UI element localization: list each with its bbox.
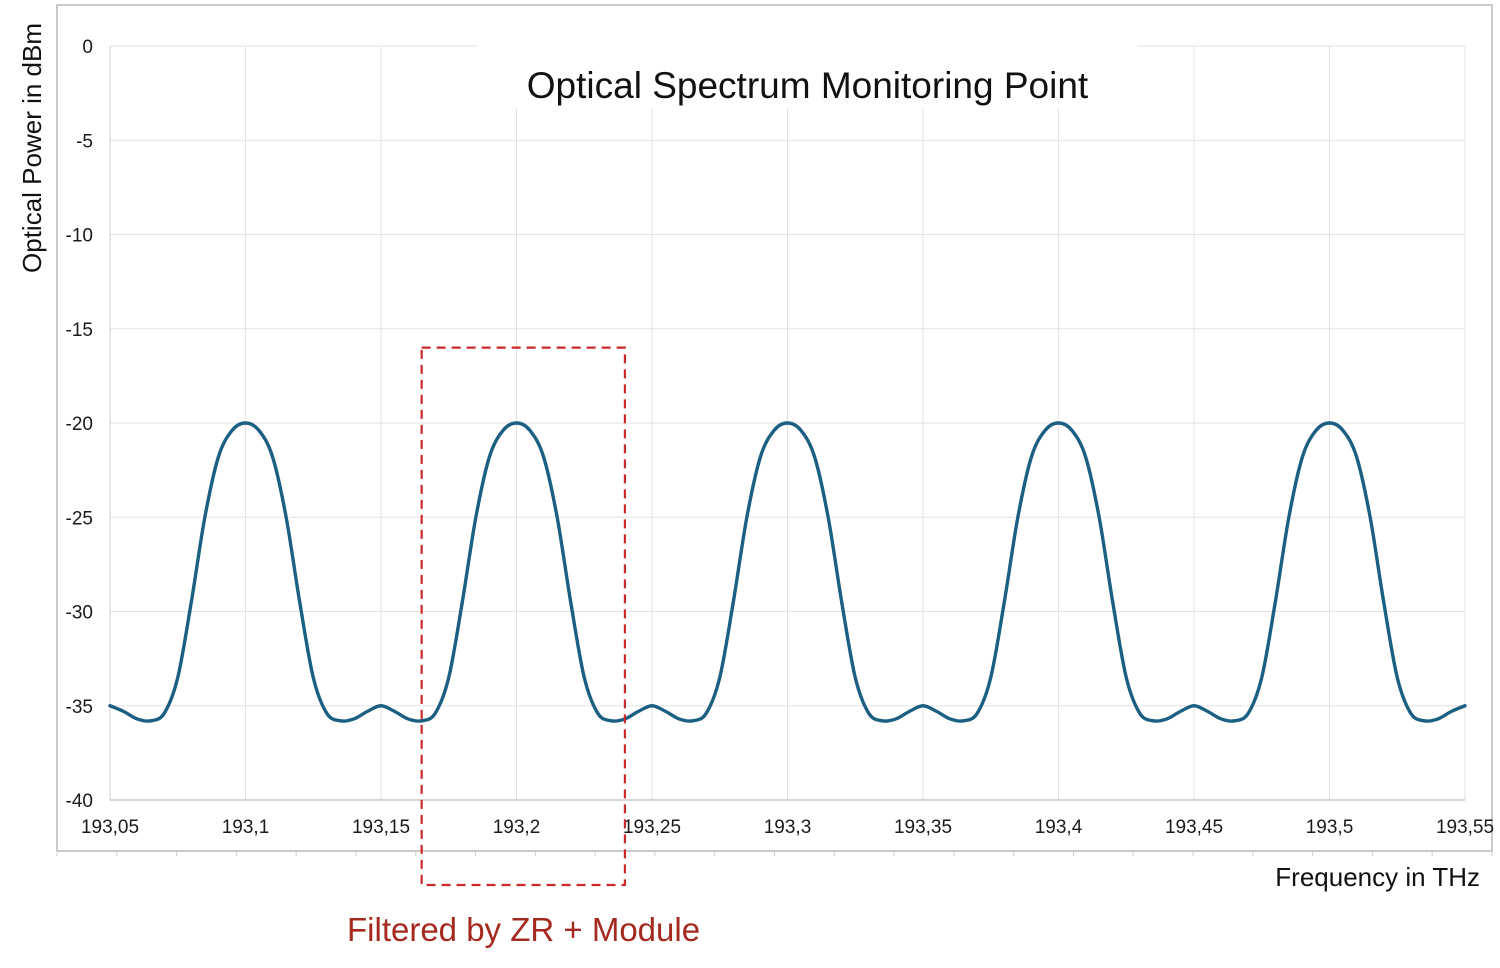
x-tick-label: 193,05: [81, 817, 139, 838]
y-axis-title: Optical Power in dBm: [17, 23, 47, 273]
x-tick-label: 193,15: [352, 817, 410, 838]
y-tick-label: 0: [82, 37, 93, 58]
title-backdrop: [477, 44, 1138, 108]
annotation-label: Filtered by ZR + Module: [347, 911, 700, 948]
filter-highlight-box: [420, 346, 626, 887]
y-tick-label: -40: [66, 791, 93, 812]
x-tick-label: 193,3: [764, 817, 812, 838]
y-tick-label: -35: [66, 697, 93, 718]
chart-title: Optical Spectrum Monitoring Point: [527, 65, 1089, 106]
spectrum-line: [108, 421, 1467, 723]
x-tick-label: 193,45: [1165, 817, 1223, 838]
x-tick-label: 193,55: [1436, 817, 1494, 838]
y-tick-label: -10: [66, 226, 93, 247]
x-axis-title: Frequency in THz: [1275, 862, 1480, 892]
x-tick-label: 193,2: [493, 817, 541, 838]
x-tick-label: 193,5: [1306, 817, 1354, 838]
x-tick-label: 193,4: [1035, 817, 1083, 838]
x-tick-label: 193,25: [623, 817, 681, 838]
y-tick-label: -30: [66, 603, 93, 624]
x-tick-label: 193,35: [894, 817, 952, 838]
y-tick-label: -25: [66, 508, 93, 529]
y-tick-label: -5: [76, 131, 93, 152]
y-tick-label: -20: [66, 414, 93, 435]
y-tick-label: -15: [66, 320, 93, 341]
x-tick-label: 193,1: [222, 817, 270, 838]
